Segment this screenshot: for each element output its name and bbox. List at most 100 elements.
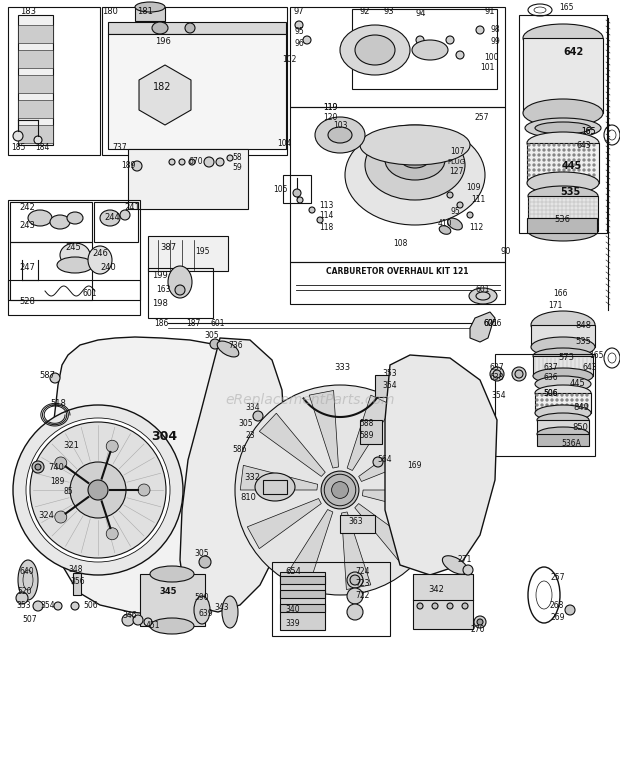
Circle shape xyxy=(583,163,585,166)
Circle shape xyxy=(533,159,536,162)
Circle shape xyxy=(567,169,570,172)
Bar xyxy=(375,375,403,397)
Bar xyxy=(8,200,140,300)
Circle shape xyxy=(562,149,565,152)
Circle shape xyxy=(565,398,569,401)
Text: 736: 736 xyxy=(229,342,243,351)
Text: 246: 246 xyxy=(92,248,108,257)
Text: 643: 643 xyxy=(583,364,597,372)
Circle shape xyxy=(547,149,551,152)
Text: 97: 97 xyxy=(294,8,304,17)
Text: 353: 353 xyxy=(17,601,32,611)
Text: 724: 724 xyxy=(356,568,370,577)
Ellipse shape xyxy=(535,376,591,392)
Text: 99: 99 xyxy=(490,38,500,47)
Bar xyxy=(280,572,325,630)
Bar xyxy=(280,576,325,584)
Circle shape xyxy=(216,158,224,166)
Circle shape xyxy=(417,603,423,609)
Circle shape xyxy=(593,178,595,182)
Ellipse shape xyxy=(412,40,448,60)
Bar xyxy=(283,175,311,203)
Bar xyxy=(18,15,53,145)
Circle shape xyxy=(26,418,170,562)
Text: 722: 722 xyxy=(356,591,370,601)
Polygon shape xyxy=(52,337,262,615)
Ellipse shape xyxy=(185,23,195,33)
Circle shape xyxy=(144,618,152,626)
Text: 107: 107 xyxy=(450,148,464,156)
Text: 241: 241 xyxy=(124,202,140,211)
Text: 92: 92 xyxy=(360,8,370,17)
Polygon shape xyxy=(362,490,440,515)
Circle shape xyxy=(179,159,185,165)
Text: 536A: 536A xyxy=(561,440,581,449)
Circle shape xyxy=(533,169,536,172)
Circle shape xyxy=(542,159,546,162)
Bar xyxy=(531,325,595,347)
Text: 601: 601 xyxy=(484,319,498,328)
Circle shape xyxy=(557,169,560,172)
Circle shape xyxy=(567,159,570,162)
Circle shape xyxy=(542,143,546,146)
Bar xyxy=(8,280,140,315)
Bar xyxy=(263,480,287,494)
Bar xyxy=(18,125,53,143)
Text: 305: 305 xyxy=(195,549,210,558)
Circle shape xyxy=(210,339,220,349)
Text: PLUG: PLUG xyxy=(447,159,465,165)
Ellipse shape xyxy=(355,35,395,65)
Bar xyxy=(10,242,92,300)
Text: 93: 93 xyxy=(384,8,394,17)
Circle shape xyxy=(546,394,549,397)
Text: 103: 103 xyxy=(333,122,347,130)
Circle shape xyxy=(541,394,544,397)
Text: 536: 536 xyxy=(554,215,570,224)
Ellipse shape xyxy=(100,210,120,226)
Circle shape xyxy=(528,149,531,152)
Ellipse shape xyxy=(150,618,194,634)
Circle shape xyxy=(457,202,463,208)
Circle shape xyxy=(477,619,483,625)
Ellipse shape xyxy=(360,125,470,165)
Text: 590: 590 xyxy=(195,594,210,603)
Ellipse shape xyxy=(400,148,430,168)
Text: 506: 506 xyxy=(84,601,99,610)
Text: 636: 636 xyxy=(544,374,559,382)
Ellipse shape xyxy=(527,132,599,154)
Text: 163: 163 xyxy=(156,286,171,294)
Circle shape xyxy=(570,408,574,411)
Text: 101: 101 xyxy=(480,64,494,73)
Circle shape xyxy=(562,178,565,182)
Circle shape xyxy=(542,178,546,182)
Text: 182: 182 xyxy=(153,82,171,92)
Bar xyxy=(360,420,382,444)
Circle shape xyxy=(577,149,580,152)
Polygon shape xyxy=(355,503,421,567)
Bar xyxy=(148,268,213,318)
Circle shape xyxy=(547,153,551,156)
Circle shape xyxy=(588,153,590,156)
Circle shape xyxy=(321,471,359,509)
Polygon shape xyxy=(342,512,371,590)
Circle shape xyxy=(572,159,575,162)
Circle shape xyxy=(570,398,574,401)
Circle shape xyxy=(565,605,575,615)
Circle shape xyxy=(538,163,541,166)
Circle shape xyxy=(547,174,551,176)
Circle shape xyxy=(572,178,575,182)
Text: 354: 354 xyxy=(492,391,507,400)
Circle shape xyxy=(199,556,211,568)
Circle shape xyxy=(533,143,536,146)
Text: 339: 339 xyxy=(286,618,300,627)
Text: 96: 96 xyxy=(294,40,304,48)
Text: 183: 183 xyxy=(20,8,36,17)
Text: 100: 100 xyxy=(484,53,498,61)
Bar xyxy=(290,7,505,107)
Circle shape xyxy=(588,169,590,172)
Bar xyxy=(527,218,597,233)
Ellipse shape xyxy=(443,556,467,574)
Circle shape xyxy=(570,404,574,407)
Text: 850: 850 xyxy=(572,424,588,433)
Circle shape xyxy=(560,398,564,401)
